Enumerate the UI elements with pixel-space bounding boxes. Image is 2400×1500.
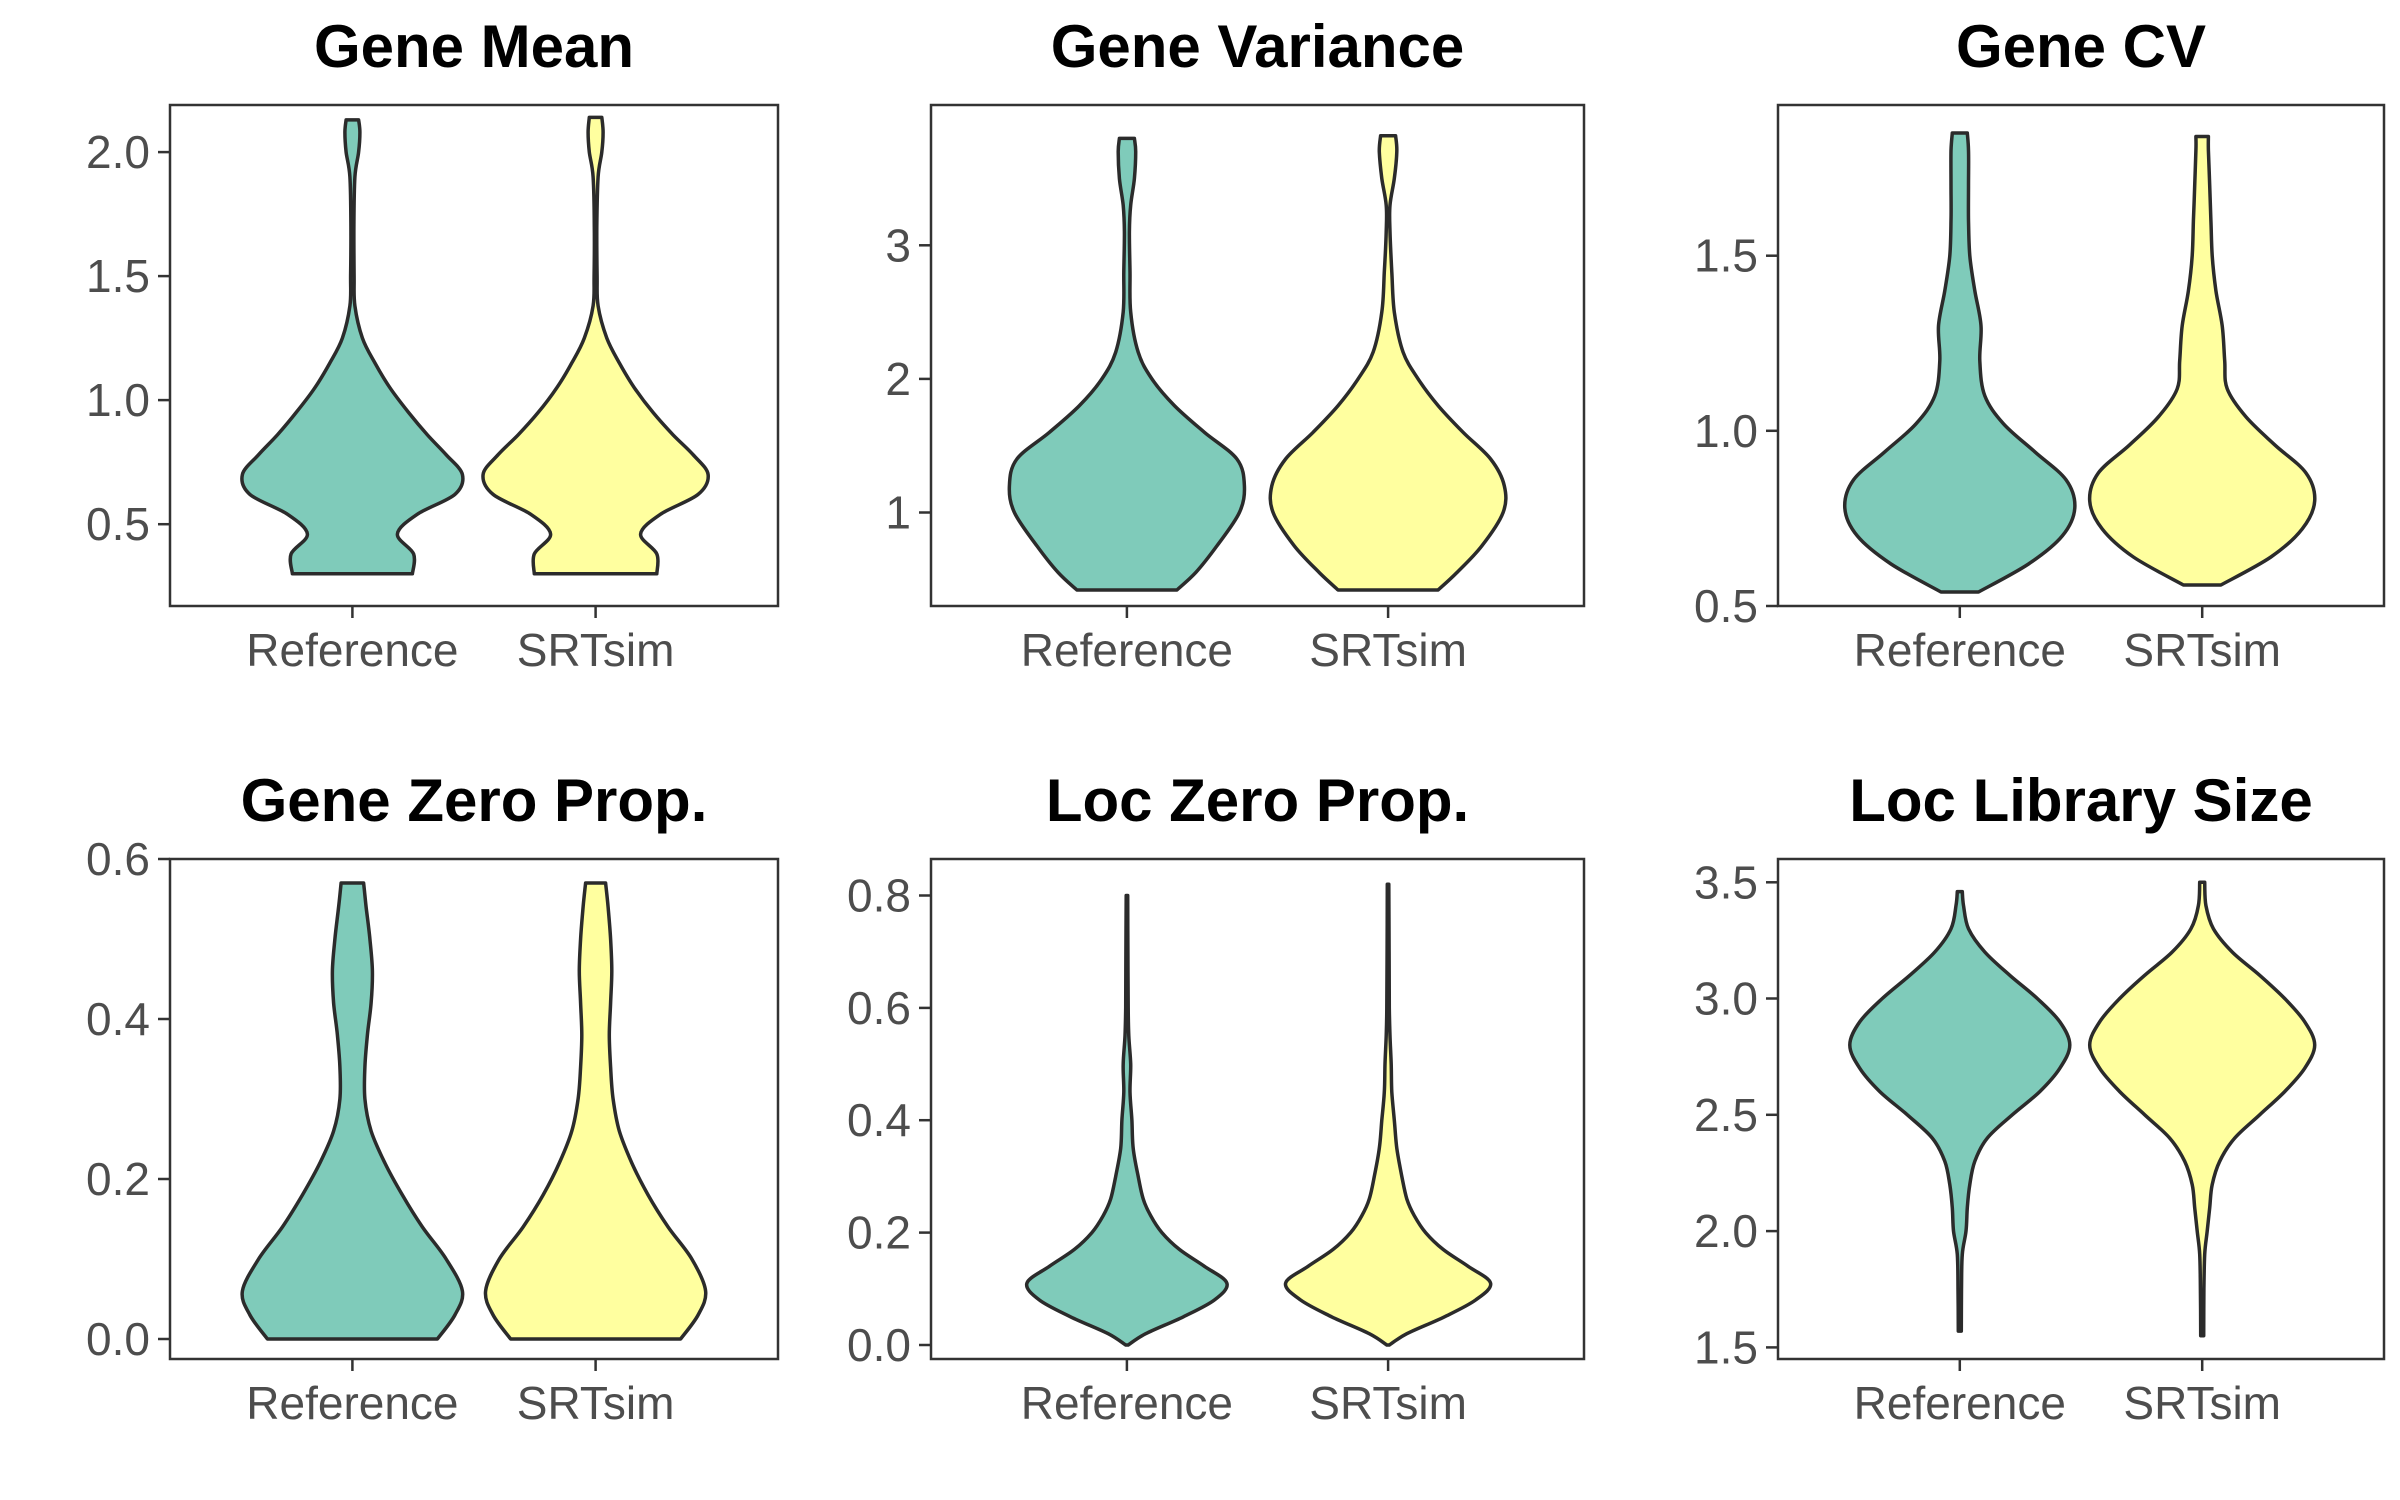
violin-reference	[1007, 136, 1247, 592]
y-tick-label: 0.5	[86, 498, 150, 550]
y-tick-label: 1.5	[1694, 230, 1758, 282]
y-tick-label: 0.8	[847, 870, 911, 922]
y-tick-label: 1.0	[86, 374, 150, 426]
x-tick-label: SRTsim	[1309, 1377, 1467, 1429]
x-tick-label: SRTsim	[2123, 1377, 2281, 1429]
panel-title: Loc Library Size	[1849, 767, 2312, 834]
x-tick-label: Reference	[1021, 624, 1233, 676]
plot-frame	[1776, 103, 2386, 608]
plot-frame	[168, 103, 780, 608]
panel-title: Gene Zero Prop.	[241, 767, 708, 834]
y-tick-label: 2.0	[86, 126, 150, 178]
y-tick-label: 2.0	[1694, 1205, 1758, 1257]
panel-title: Gene Variance	[1051, 13, 1465, 80]
y-tick-label: 2.5	[1694, 1089, 1758, 1141]
y-tick-label: 0.0	[86, 1313, 150, 1365]
x-tick-label: Reference	[1854, 1377, 2066, 1429]
y-tick-label: 0.5	[1694, 580, 1758, 632]
plot-frame	[929, 103, 1586, 608]
violin-reference	[240, 881, 465, 1341]
panel-title: Loc Zero Prop.	[1046, 767, 1469, 834]
y-tick-label: 0.6	[86, 833, 150, 885]
y-tick-label: 0.2	[86, 1153, 150, 1205]
x-tick-label: Reference	[1854, 624, 2066, 676]
y-tick-label: 0.0	[847, 1319, 911, 1371]
chart-panel: Gene Mean 0.5 1.0 1.5 2.0 Reference SRTsim	[86, 13, 780, 676]
y-tick-label: 3	[885, 219, 911, 271]
x-tick-label: SRTsim	[1309, 624, 1467, 676]
x-tick-label: SRTsim	[2123, 624, 2281, 676]
x-tick-label: SRTsim	[517, 1377, 675, 1429]
panel-title: Gene Mean	[314, 13, 634, 80]
y-tick-label: 0.4	[847, 1094, 911, 1146]
violin-srtsim	[1268, 133, 1508, 592]
plot-frame	[1776, 857, 2386, 1361]
x-tick-label: Reference	[246, 624, 458, 676]
y-tick-label: 1	[885, 487, 911, 539]
violin-srtsim	[2087, 880, 2317, 1338]
violin-reference	[240, 118, 465, 576]
y-tick-label: 1.5	[86, 250, 150, 302]
violin-srtsim	[481, 115, 710, 576]
y-tick-label: 0.2	[847, 1207, 911, 1259]
violin-srtsim	[483, 881, 708, 1341]
y-tick-label: 1.0	[1694, 405, 1758, 457]
x-tick-label: SRTsim	[517, 624, 675, 676]
violin-reference	[1024, 893, 1229, 1347]
y-tick-label: 0.6	[847, 982, 911, 1034]
chart-panel: Gene CV 0.5 1.0 1.5 Reference SRTsim	[1694, 13, 2386, 676]
y-tick-label: 3.5	[1694, 856, 1758, 908]
chart-panel: Loc Library Size 1.5 2.0 2.5 3.0 3.5 Reference…	[1694, 767, 2386, 1429]
y-tick-label: 0.4	[86, 993, 150, 1045]
y-tick-label: 1.5	[1694, 1321, 1758, 1373]
chart-panel: Gene Zero Prop. 0.0 0.2 0.4 0.6 Reference SRTs…	[86, 767, 780, 1429]
chart-panel: Loc Zero Prop. 0.0 0.2 0.4 0.6 0.8 Reference SR…	[847, 767, 1586, 1429]
panel-title: Gene CV	[1956, 13, 2206, 80]
plot-frame	[168, 857, 780, 1361]
violin-srtsim	[2087, 134, 2317, 587]
plot-frame	[929, 857, 1586, 1361]
x-tick-label: Reference	[246, 1377, 458, 1429]
violin-reference	[1842, 131, 2077, 594]
violin-srtsim	[1283, 882, 1493, 1347]
y-tick-label: 2	[885, 353, 911, 405]
y-tick-label: 3.0	[1694, 973, 1758, 1025]
x-tick-label: Reference	[1021, 1377, 1233, 1429]
violin-reference	[1848, 889, 2072, 1333]
chart-panel: Gene Variance 1 2 3 Reference SRTsim	[885, 13, 1586, 676]
